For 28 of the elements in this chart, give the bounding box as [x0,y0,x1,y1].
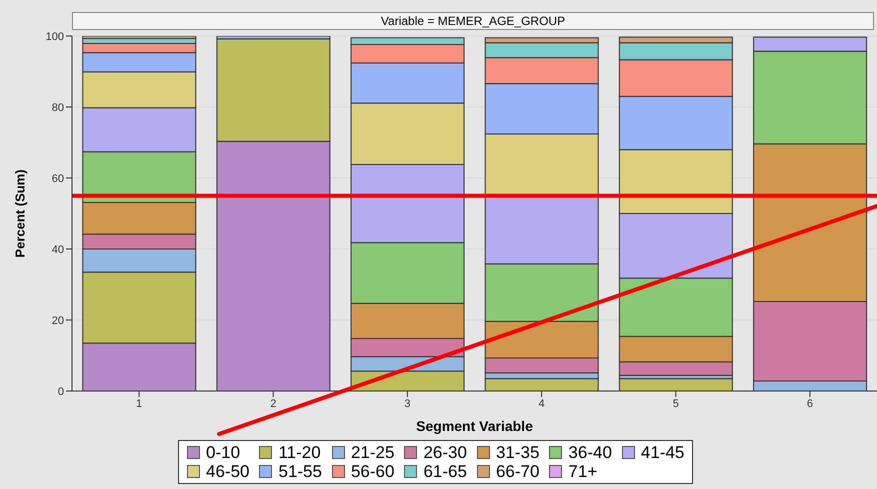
legend-label: 0-10 [206,443,240,462]
legend-label: 41-45 [640,443,684,462]
y-tick-label: 0 [58,386,64,398]
legend-label: 36-40 [568,443,612,462]
x-tick-label: 4 [538,398,545,410]
y-tick-label: 100 [46,30,64,43]
legend-label: 56-60 [350,462,394,481]
legend-label: 66-70 [496,462,540,481]
x-tick-label: 2 [270,398,276,410]
legend-label: 26-30 [423,443,467,462]
x-axis-title: Segment Variable [416,418,534,434]
y-tick-label: 80 [52,102,64,114]
legend-label: 21-25 [350,443,394,462]
y-tick-label: 40 [52,244,64,256]
legend-label: 31-35 [496,443,540,462]
x-tick-label: 3 [404,398,410,410]
x-tick-label: 6 [806,398,813,410]
y-tick-label: 60 [52,172,64,185]
legend-label: 61-65 [423,462,467,481]
x-tick-label: 5 [672,398,679,410]
chart-title: Variable = MEMER_AGE_GROUP [72,12,874,30]
legend-label: 51-55 [278,462,322,481]
legend-label: 71+ [568,462,598,481]
x-tick-label: 1 [136,398,142,410]
legend-label: 11-20 [278,443,321,462]
y-tick-label: 20 [52,314,64,327]
y-axis-title: Percent (Sum) [12,169,28,258]
legend-label: 46-50 [206,462,250,481]
